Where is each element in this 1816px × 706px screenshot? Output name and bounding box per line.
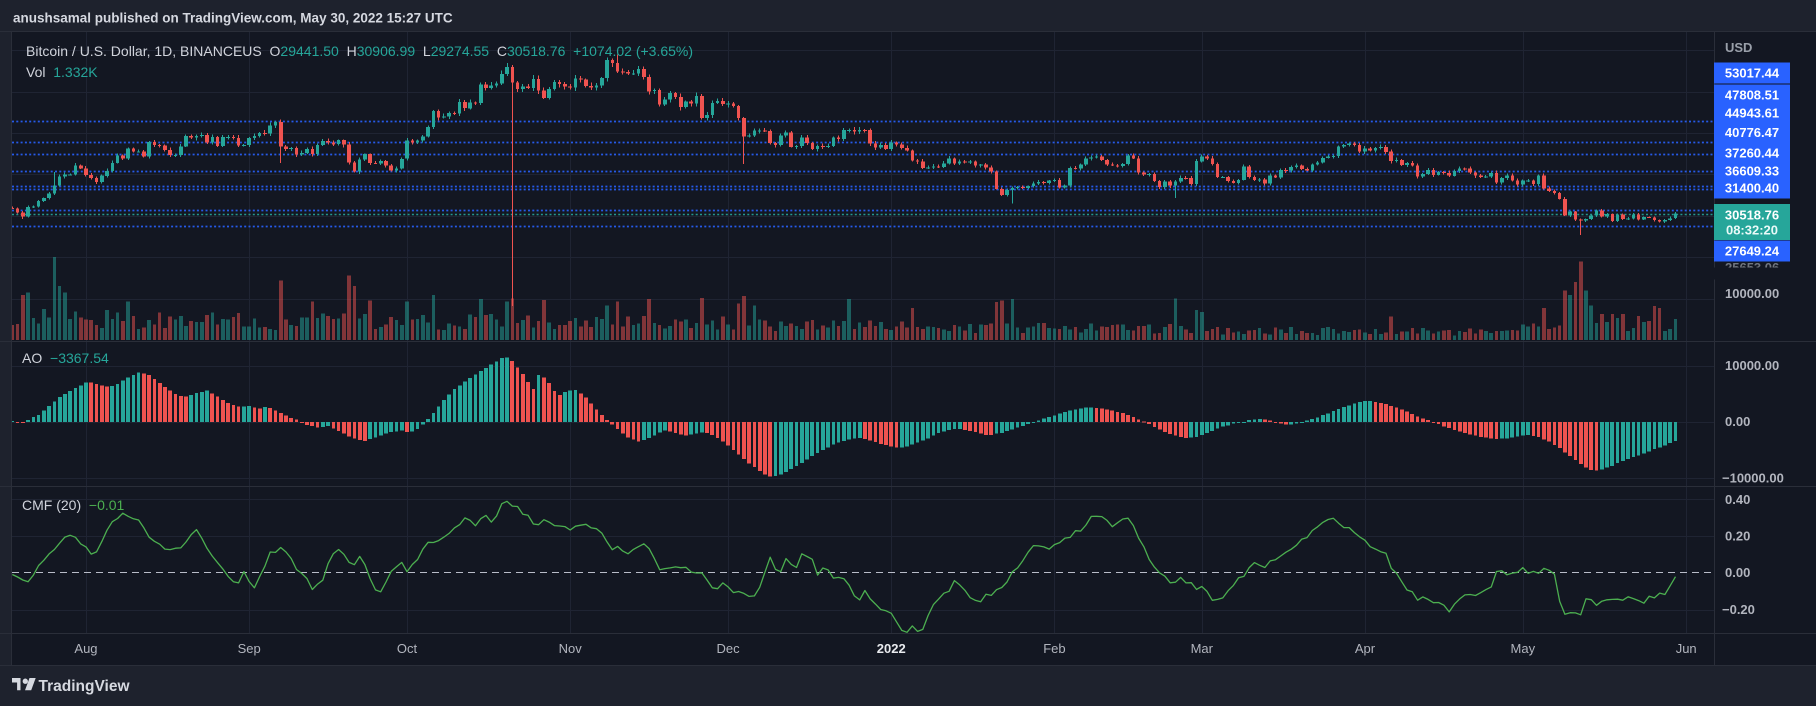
svg-text:53017.44: 53017.44 <box>1725 66 1780 81</box>
svg-text:CMF (20) −0.01: CMF (20) −0.01 <box>22 497 125 513</box>
svg-text:2022: 2022 <box>877 641 906 656</box>
svg-text:44943.61: 44943.61 <box>1725 106 1779 121</box>
svg-text:37260.44: 37260.44 <box>1725 146 1780 161</box>
svg-text:Apr: Apr <box>1355 641 1376 656</box>
svg-text:anushsamal published on Tradin: anushsamal published on TradingView.com,… <box>13 11 453 26</box>
svg-text:Sep: Sep <box>238 641 261 656</box>
svg-text:Nov: Nov <box>559 641 583 656</box>
svg-text:08:32:20: 08:32:20 <box>1726 223 1778 238</box>
svg-text:May: May <box>1511 641 1536 656</box>
svg-text:47808.51: 47808.51 <box>1725 88 1779 103</box>
svg-text:0.00: 0.00 <box>1725 414 1750 429</box>
svg-text:31400.40: 31400.40 <box>1725 181 1779 196</box>
svg-text:TradingView: TradingView <box>39 678 131 695</box>
svg-text:−0.20: −0.20 <box>1722 602 1755 617</box>
svg-text:Dec: Dec <box>717 641 741 656</box>
svg-text:0.20: 0.20 <box>1725 529 1750 544</box>
svg-text:−10000.00: −10000.00 <box>1722 471 1784 486</box>
svg-text:Mar: Mar <box>1191 641 1214 656</box>
svg-text:36609.33: 36609.33 <box>1725 164 1779 179</box>
svg-text:27649.24: 27649.24 <box>1725 244 1780 259</box>
svg-text:0.40: 0.40 <box>1725 492 1750 507</box>
svg-text:Oct: Oct <box>397 641 418 656</box>
svg-text:USD: USD <box>1725 40 1752 55</box>
svg-text:40776.47: 40776.47 <box>1725 125 1779 140</box>
svg-text:AO −3367.54: AO −3367.54 <box>22 350 109 366</box>
svg-text:0.00: 0.00 <box>1725 565 1750 580</box>
svg-text:Jun: Jun <box>1676 641 1697 656</box>
svg-text:10000.00: 10000.00 <box>1725 286 1779 301</box>
svg-text:Feb: Feb <box>1043 641 1065 656</box>
svg-text:30518.76: 30518.76 <box>1725 208 1779 223</box>
svg-text:Bitcoin / U.S. Dollar, 1D, BIN: Bitcoin / U.S. Dollar, 1D, BINANCEUS O29… <box>26 43 693 59</box>
svg-text:10000.00: 10000.00 <box>1725 358 1779 373</box>
svg-text:Aug: Aug <box>74 641 97 656</box>
svg-text:Vol 1.332K: Vol 1.332K <box>26 64 98 80</box>
